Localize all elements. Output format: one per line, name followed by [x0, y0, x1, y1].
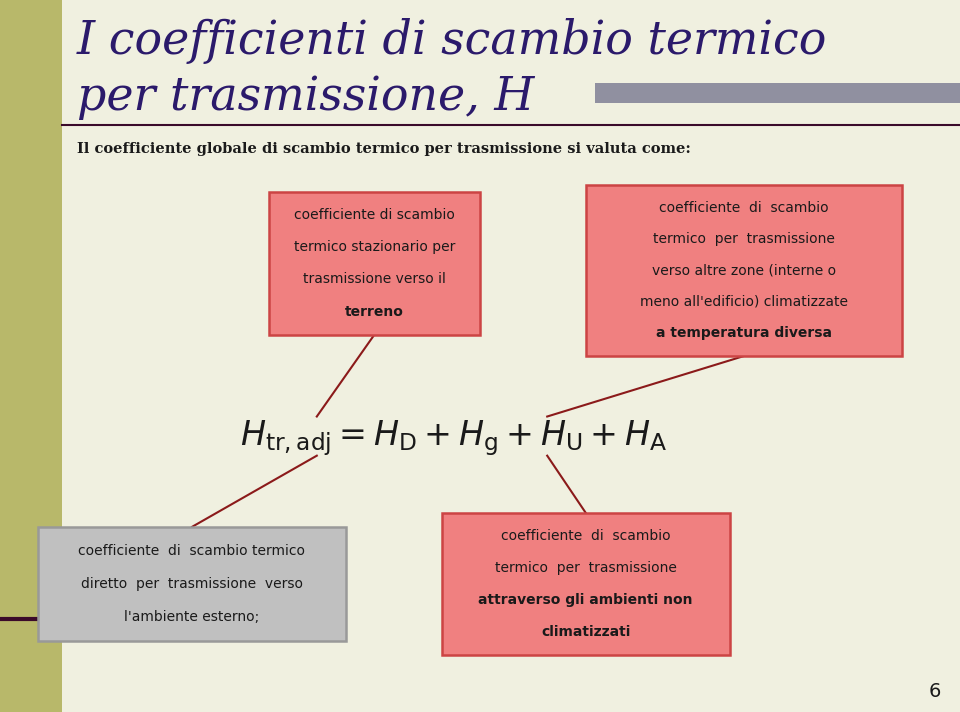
Text: verso altre zone (interne o: verso altre zone (interne o: [652, 263, 836, 278]
Text: climatizzati: climatizzati: [540, 625, 631, 639]
Text: coefficiente di scambio: coefficiente di scambio: [294, 209, 455, 222]
Text: coefficiente  di  scambio: coefficiente di scambio: [660, 201, 828, 215]
Text: Il coefficiente globale di scambio termico per trasmissione si valuta come:: Il coefficiente globale di scambio termi…: [77, 142, 690, 157]
Text: meno all'edificio) climatizzate: meno all'edificio) climatizzate: [640, 295, 848, 309]
FancyBboxPatch shape: [586, 185, 902, 356]
FancyBboxPatch shape: [38, 527, 346, 641]
Text: termico  per  trasmissione: termico per trasmissione: [653, 232, 835, 246]
FancyBboxPatch shape: [0, 0, 62, 712]
FancyBboxPatch shape: [442, 513, 730, 655]
Text: termico stazionario per: termico stazionario per: [294, 241, 455, 254]
Text: 6: 6: [928, 682, 941, 701]
Text: a temperatura diversa: a temperatura diversa: [656, 326, 832, 340]
Text: coefficiente  di  scambio termico: coefficiente di scambio termico: [79, 544, 305, 557]
FancyBboxPatch shape: [595, 83, 960, 103]
Text: attraverso gli ambienti non: attraverso gli ambienti non: [478, 593, 693, 607]
Text: trasmissione verso il: trasmissione verso il: [303, 273, 445, 286]
Text: I coefficienti di scambio termico: I coefficienti di scambio termico: [77, 18, 828, 64]
Text: diretto  per  trasmissione  verso: diretto per trasmissione verso: [81, 577, 303, 591]
Text: l'ambiente esterno;: l'ambiente esterno;: [125, 610, 259, 624]
Text: per trasmissione, H: per trasmissione, H: [77, 75, 534, 120]
Text: termico  per  trasmissione: termico per trasmissione: [494, 561, 677, 575]
Text: terreno: terreno: [345, 305, 404, 318]
Text: coefficiente  di  scambio: coefficiente di scambio: [501, 529, 670, 543]
FancyBboxPatch shape: [269, 192, 480, 335]
Text: $\mathit{H}_{\mathrm{tr,adj}}= \mathit{H}_{\mathrm{D}}+ \mathit{H}_{\mathrm{g}}+: $\mathit{H}_{\mathrm{tr,adj}}= \mathit{H…: [240, 418, 667, 458]
